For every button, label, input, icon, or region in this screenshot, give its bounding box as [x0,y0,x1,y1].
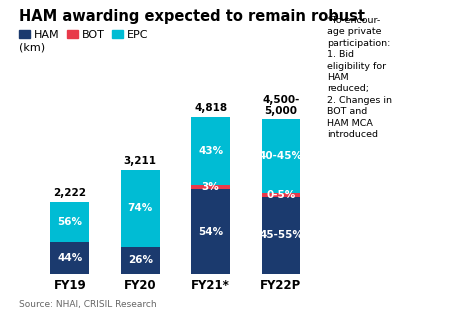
Bar [191,189,230,274]
Bar [262,193,301,197]
Text: 44%: 44% [57,253,82,263]
Text: 4,818: 4,818 [194,103,227,113]
Text: 4,500-
5,000: 4,500- 5,000 [262,95,300,116]
Text: *To encour-
age private
participation:
1. Bid
eligibility for
HAM
reduced;
2. Ch: *To encour- age private participation: 1… [327,16,392,139]
Text: 56%: 56% [57,217,82,227]
Bar [50,202,89,242]
Text: 40-45%: 40-45% [259,151,303,161]
Text: 26%: 26% [128,255,153,266]
Bar [191,117,230,185]
Legend: HAM, BOT, EPC: HAM, BOT, EPC [19,30,149,40]
Text: (km): (km) [19,43,45,53]
Bar [121,247,160,274]
Text: 54%: 54% [198,227,223,237]
Text: Source: NHAI, CRISIL Research: Source: NHAI, CRISIL Research [19,300,156,309]
Bar [191,185,230,189]
Text: 3%: 3% [202,182,219,192]
Text: 2,222: 2,222 [53,188,86,198]
Text: 0-5%: 0-5% [266,190,296,200]
Bar [50,242,89,274]
Bar [262,119,301,193]
Bar [121,169,160,247]
Text: 74%: 74% [128,203,153,213]
Text: 3,211: 3,211 [124,156,157,166]
Text: 43%: 43% [198,146,223,156]
Text: HAM awarding expected to remain robust: HAM awarding expected to remain robust [19,9,365,25]
Bar [262,197,301,274]
Text: 45-55%: 45-55% [259,230,303,240]
